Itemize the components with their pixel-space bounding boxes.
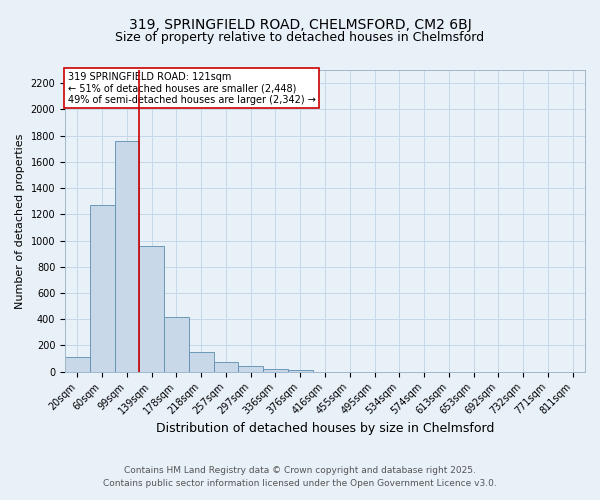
Bar	[164, 316, 189, 372]
Y-axis label: Number of detached properties: Number of detached properties	[15, 133, 25, 308]
Bar	[288, 370, 313, 372]
Bar	[263, 369, 288, 372]
Bar	[65, 356, 90, 372]
X-axis label: Distribution of detached houses by size in Chelmsford: Distribution of detached houses by size …	[156, 422, 494, 435]
Text: 319, SPRINGFIELD ROAD, CHELMSFORD, CM2 6BJ: 319, SPRINGFIELD ROAD, CHELMSFORD, CM2 6…	[128, 18, 472, 32]
Bar	[139, 246, 164, 372]
Text: Size of property relative to detached houses in Chelmsford: Size of property relative to detached ho…	[115, 31, 485, 44]
Bar	[238, 366, 263, 372]
Bar	[115, 141, 139, 372]
Bar	[189, 352, 214, 372]
Text: Contains HM Land Registry data © Crown copyright and database right 2025.
Contai: Contains HM Land Registry data © Crown c…	[103, 466, 497, 487]
Bar	[214, 362, 238, 372]
Bar	[90, 205, 115, 372]
Text: 319 SPRINGFIELD ROAD: 121sqm
← 51% of detached houses are smaller (2,448)
49% of: 319 SPRINGFIELD ROAD: 121sqm ← 51% of de…	[68, 72, 316, 104]
